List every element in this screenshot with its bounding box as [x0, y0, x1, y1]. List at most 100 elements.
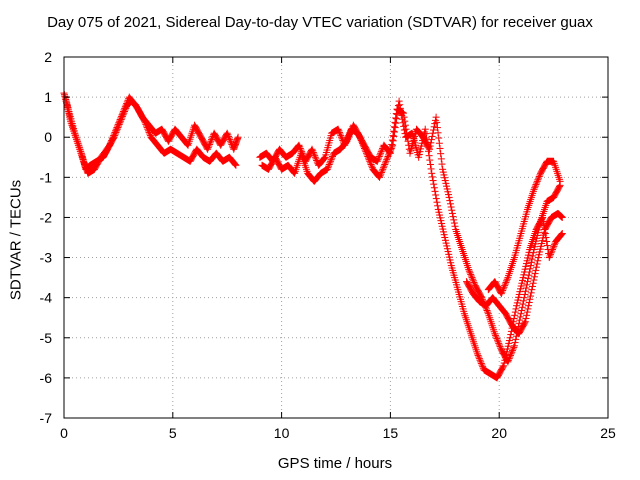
data-point — [142, 120, 150, 128]
data-point — [505, 355, 513, 363]
data-point — [223, 129, 231, 137]
data-point — [476, 356, 484, 364]
data-point — [386, 148, 394, 156]
data-point — [511, 311, 519, 319]
data-point — [141, 119, 149, 127]
data-point — [527, 289, 535, 297]
data-point — [528, 282, 536, 290]
data-point — [392, 119, 400, 127]
data-point — [539, 217, 547, 225]
data-point — [204, 144, 212, 152]
data-point — [123, 100, 131, 108]
data-point — [469, 275, 477, 283]
data-point — [360, 143, 368, 151]
data-point — [117, 114, 125, 122]
data-point — [499, 363, 507, 371]
data-point — [427, 165, 435, 173]
data-point — [499, 285, 507, 293]
data-point — [361, 144, 369, 152]
data-point — [473, 350, 481, 358]
data-point — [428, 169, 436, 177]
data-point — [532, 263, 540, 271]
data-point — [511, 339, 519, 347]
data-point — [145, 128, 153, 136]
data-point — [470, 278, 478, 286]
data-point — [469, 277, 477, 285]
data-point — [521, 319, 529, 327]
data-point — [510, 343, 518, 351]
data-point — [295, 141, 303, 149]
data-point — [423, 138, 431, 146]
data-point — [429, 177, 437, 185]
data-point — [122, 101, 130, 109]
data-point — [366, 159, 374, 167]
data-point — [399, 119, 407, 127]
data-point — [545, 254, 553, 262]
data-point — [517, 310, 525, 318]
data-point — [226, 136, 234, 144]
data-point — [503, 275, 511, 283]
data-point — [325, 162, 333, 170]
data-point — [428, 173, 436, 181]
data-point — [327, 157, 335, 165]
data-point — [206, 139, 214, 147]
data-point — [142, 122, 150, 130]
data-point — [445, 193, 453, 201]
data-point — [492, 333, 500, 341]
data-point — [428, 136, 436, 144]
data-point — [335, 128, 343, 136]
data-point — [512, 335, 520, 343]
data-point — [112, 125, 120, 133]
data-point — [448, 206, 456, 214]
data-point — [114, 120, 122, 128]
data-point — [495, 341, 503, 349]
y-tick-label: 2 — [44, 49, 52, 65]
data-point — [448, 209, 456, 217]
data-point — [543, 238, 551, 246]
data-point — [426, 160, 434, 168]
data-point — [523, 278, 531, 286]
data-point — [377, 170, 385, 178]
data-point — [396, 101, 404, 109]
x-tick-label: 10 — [274, 425, 290, 441]
data-point — [380, 162, 388, 170]
data-point — [521, 318, 529, 326]
data-point — [530, 273, 538, 281]
data-point — [438, 160, 446, 168]
data-point — [530, 185, 538, 193]
data-point — [522, 284, 530, 292]
data-point — [528, 255, 536, 263]
data-point — [518, 307, 526, 315]
data-point — [467, 272, 475, 280]
data-point — [373, 157, 381, 165]
data-point — [337, 132, 345, 140]
data-point — [376, 173, 384, 181]
data-point — [323, 165, 331, 173]
data-point — [111, 128, 119, 136]
data-point — [426, 156, 434, 164]
data-point — [361, 146, 369, 154]
data-point — [435, 134, 443, 142]
data-point — [507, 350, 515, 358]
data-point — [325, 160, 333, 168]
data-point — [336, 130, 344, 138]
data-point — [121, 104, 129, 112]
data-point — [118, 111, 126, 119]
data-point — [534, 257, 542, 265]
data-point — [378, 146, 386, 154]
data-point — [430, 123, 438, 131]
data-point — [384, 152, 392, 160]
data-point — [516, 316, 524, 324]
data-point — [367, 160, 375, 168]
data-point — [143, 124, 151, 132]
data-point — [465, 267, 473, 275]
data-point — [381, 160, 389, 168]
data-point — [359, 140, 367, 148]
data-point — [115, 117, 123, 125]
data-point — [109, 133, 117, 141]
data-point — [234, 133, 242, 141]
data-point — [366, 157, 374, 165]
data-point — [345, 131, 353, 139]
data-point — [524, 274, 532, 282]
